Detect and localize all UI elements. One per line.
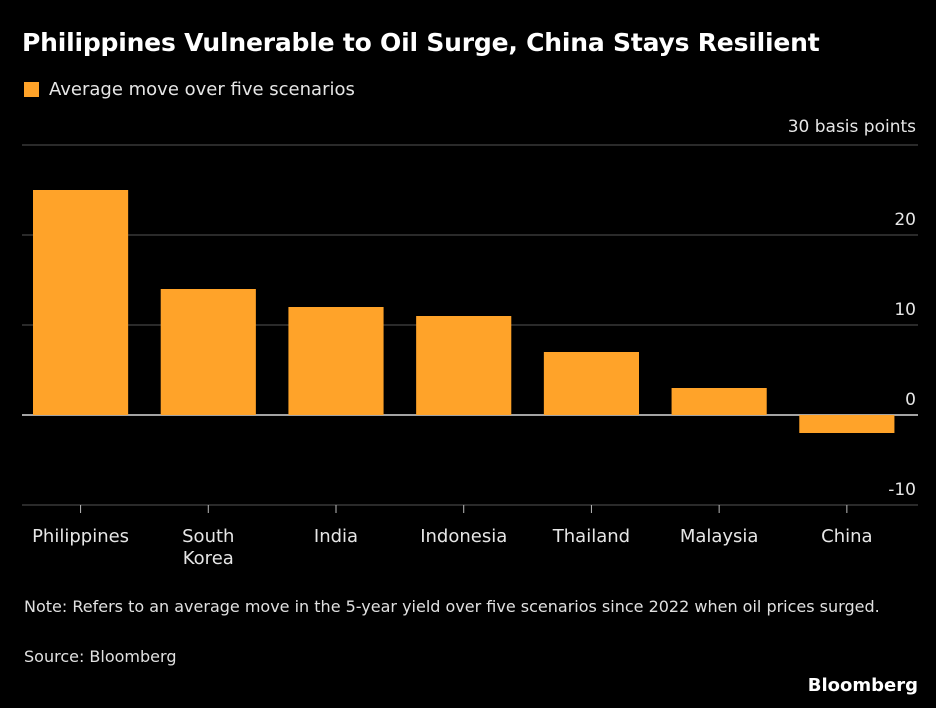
bar-chart: 20 10 0 -10 Philippines South Korea India Indone… xyxy=(22,144,918,569)
bar xyxy=(416,316,512,415)
x-tick-label: Malaysia xyxy=(680,526,759,547)
y-tick-label: -10 xyxy=(888,480,916,500)
x-tick-label: Philippines xyxy=(32,526,129,547)
bloomberg-logo: Bloomberg xyxy=(807,675,918,696)
bar xyxy=(288,307,384,415)
x-tick-label: South Korea xyxy=(182,526,234,569)
y-tick-label: 20 xyxy=(894,210,916,230)
y-axis-unit-label: 30 basis points xyxy=(787,117,916,137)
bar xyxy=(671,388,767,415)
x-tick-label: India xyxy=(314,526,358,547)
x-tick-label: Thailand xyxy=(552,526,630,547)
bar xyxy=(543,352,640,415)
x-tick-label: China xyxy=(821,526,872,547)
legend-label: Average move over five scenarios xyxy=(49,79,355,100)
y-tick-label: 10 xyxy=(894,300,916,320)
chart-title: Philippines Vulnerable to Oil Surge, Chi… xyxy=(22,28,820,57)
bar xyxy=(160,289,256,415)
bar xyxy=(33,190,129,415)
footnote: Note: Refers to an average move in the 5… xyxy=(24,597,880,616)
x-tick-label: Indonesia xyxy=(420,526,507,547)
legend-swatch xyxy=(24,82,39,97)
legend: Average move over five scenarios xyxy=(24,79,355,100)
source-line: Source: Bloomberg xyxy=(24,647,177,666)
bar xyxy=(799,415,895,433)
y-tick-label: 0 xyxy=(905,390,916,410)
